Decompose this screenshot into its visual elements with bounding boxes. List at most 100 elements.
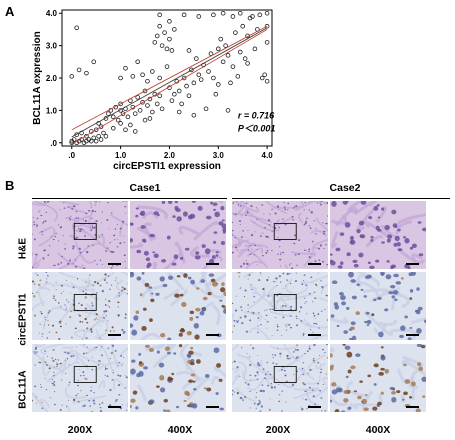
x-tick-label: 2.0 <box>164 151 176 160</box>
data-point <box>235 74 241 79</box>
data-point <box>211 12 216 18</box>
scale-bar <box>206 263 219 265</box>
micrograph-he-case1-400x <box>130 201 226 269</box>
y-axis-label: BCL11A expression <box>32 31 43 125</box>
data-point <box>172 27 177 32</box>
data-point <box>110 114 116 120</box>
data-point <box>135 95 140 100</box>
data-point <box>198 77 204 82</box>
ci-lower-line <box>71 29 268 145</box>
y-tick-label: 3.0 <box>46 42 58 51</box>
panel-letter-a: A <box>5 4 15 19</box>
data-point <box>128 122 133 128</box>
data-point <box>145 103 150 108</box>
data-point <box>96 133 101 139</box>
data-point <box>223 43 228 48</box>
data-point <box>115 117 121 123</box>
data-point <box>159 43 165 48</box>
data-point <box>157 75 162 81</box>
micrograph-bcl11a-case1-400x <box>130 344 226 412</box>
data-point <box>191 112 197 118</box>
mag-label-case2-400x: 400X <box>365 424 391 436</box>
data-points <box>69 10 270 146</box>
data-point <box>264 40 270 45</box>
data-point <box>245 61 250 66</box>
x-tick-label: 1.0 <box>115 151 127 160</box>
data-point <box>176 109 182 115</box>
x-axis-label: circEPSTI1 expression <box>113 161 221 172</box>
scale-bar <box>406 263 419 265</box>
data-point <box>164 64 170 69</box>
data-point <box>132 111 138 116</box>
data-point <box>230 64 236 69</box>
scale-bar <box>108 406 121 408</box>
zoom-region-box <box>73 365 97 383</box>
scatter-plot: .0 .0 1.0 1.0 2.0 2.0 3.0 3.0 4.0 4.0 circEPSTI1 … <box>32 9 276 172</box>
data-point <box>137 108 143 113</box>
case2-header: Case2 <box>329 182 361 194</box>
scale-bar <box>108 263 121 265</box>
data-point <box>169 98 175 103</box>
data-point <box>130 74 136 79</box>
micrograph-he-case1-200x <box>32 201 128 269</box>
data-point <box>215 46 221 52</box>
micrograph-he-case2-400x <box>330 201 426 269</box>
data-point <box>103 133 109 139</box>
zoom-region-box <box>273 365 297 383</box>
data-point <box>76 67 82 73</box>
data-point <box>264 78 270 84</box>
data-point <box>257 12 263 18</box>
data-point <box>91 59 97 65</box>
data-point <box>74 132 79 137</box>
mag-label-case1-400x: 400X <box>167 424 193 436</box>
data-point <box>233 30 238 35</box>
data-point <box>120 111 126 116</box>
scale-bar <box>206 406 219 408</box>
row-label-circepsti1: circEPSTI1 <box>17 293 29 346</box>
data-point <box>264 10 270 16</box>
data-point <box>150 69 155 74</box>
micrograph-circepsti1-case2-400x <box>330 272 426 340</box>
micrograph-bcl11a-case2-200x <box>232 344 328 412</box>
y-tick-label: .0 <box>50 139 57 148</box>
micrograph-bcl11a-case1-200x <box>32 344 128 412</box>
fit-lines <box>71 25 268 145</box>
row-label-he: H&E <box>17 237 29 260</box>
p-value: P＜0.001 <box>238 123 276 133</box>
data-point <box>150 109 155 115</box>
fit-line <box>71 27 268 138</box>
micrograph-bcl11a-case2-400x <box>330 344 426 412</box>
data-point <box>259 75 265 81</box>
data-point <box>167 19 172 24</box>
zoom-region-box <box>73 293 97 311</box>
scale-bar <box>308 334 321 336</box>
scale-bar <box>308 406 321 408</box>
data-point <box>184 83 189 89</box>
x-tick-label: .0 <box>68 151 75 160</box>
data-point <box>157 12 162 18</box>
scale-bar <box>308 263 321 265</box>
data-point <box>225 53 231 58</box>
data-point <box>135 59 140 65</box>
plot-axes <box>59 9 273 149</box>
data-point <box>179 101 184 107</box>
data-point <box>250 14 255 19</box>
data-point <box>118 121 123 126</box>
data-point <box>186 93 192 99</box>
data-point <box>132 129 138 134</box>
data-point <box>203 106 209 112</box>
case1-rule <box>32 198 227 199</box>
data-point <box>110 125 116 131</box>
data-point <box>123 127 128 133</box>
data-point <box>189 67 194 73</box>
data-point <box>118 75 123 81</box>
data-point <box>220 59 226 65</box>
mag-label-case1-200x: 200X <box>67 424 93 436</box>
data-point <box>242 56 248 61</box>
scale-bar <box>206 334 219 336</box>
data-point <box>154 33 160 39</box>
data-point <box>101 130 106 136</box>
data-point <box>91 135 97 141</box>
x-tick-label: 3.0 <box>213 151 225 160</box>
data-point <box>89 138 94 144</box>
